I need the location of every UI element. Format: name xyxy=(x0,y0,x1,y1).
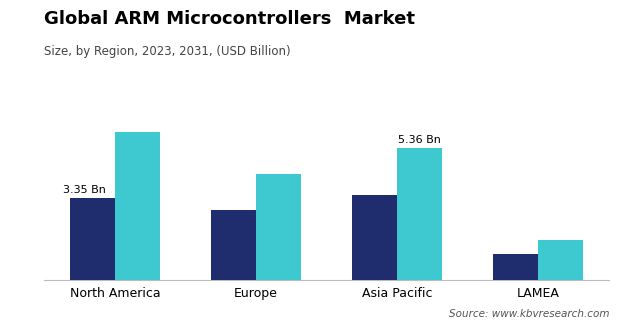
Bar xyxy=(352,195,397,280)
Text: Source: www.kbvresearch.com: Source: www.kbvresearch.com xyxy=(448,309,609,319)
Bar xyxy=(115,132,160,280)
Text: 3.35 Bn: 3.35 Bn xyxy=(63,185,106,195)
Text: Global ARM Microcontrollers  Market: Global ARM Microcontrollers Market xyxy=(44,10,415,28)
Bar xyxy=(256,174,301,280)
Bar xyxy=(211,210,256,280)
Text: Size, by Region, 2023, 2031, (USD Billion): Size, by Region, 2023, 2031, (USD Billio… xyxy=(44,45,291,58)
Bar xyxy=(493,254,538,280)
Text: 5.36 Bn: 5.36 Bn xyxy=(398,135,441,145)
Bar xyxy=(397,148,442,280)
Bar xyxy=(538,240,583,280)
Bar xyxy=(70,198,115,280)
